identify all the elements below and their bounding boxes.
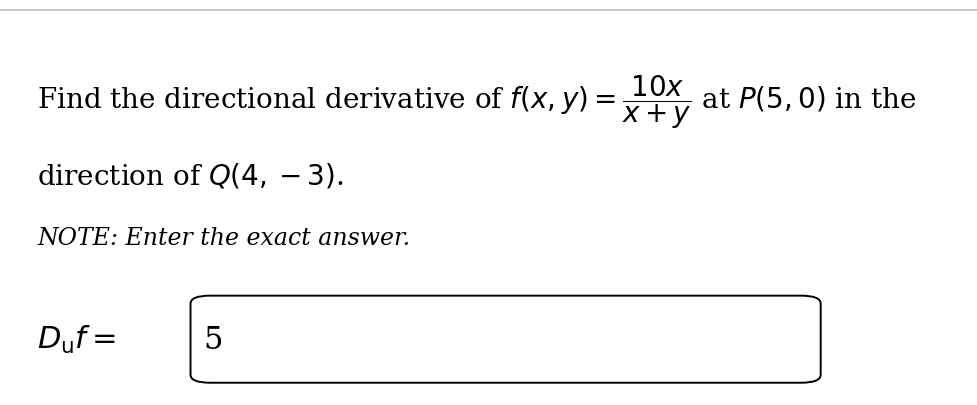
Text: NOTE: Enter the exact answer.: NOTE: Enter the exact answer. [37,227,410,250]
Text: $D_{\mathrm{u}}f = $: $D_{\mathrm{u}}f = $ [37,324,116,356]
Text: Find the directional derivative of $f(x, y) = \dfrac{10x}{x + y}$ at $P(5, 0)$ i: Find the directional derivative of $f(x,… [37,73,916,130]
Text: 5: 5 [203,325,223,356]
Text: direction of $Q(4, -3)$.: direction of $Q(4, -3)$. [37,162,344,191]
FancyBboxPatch shape [191,296,821,383]
